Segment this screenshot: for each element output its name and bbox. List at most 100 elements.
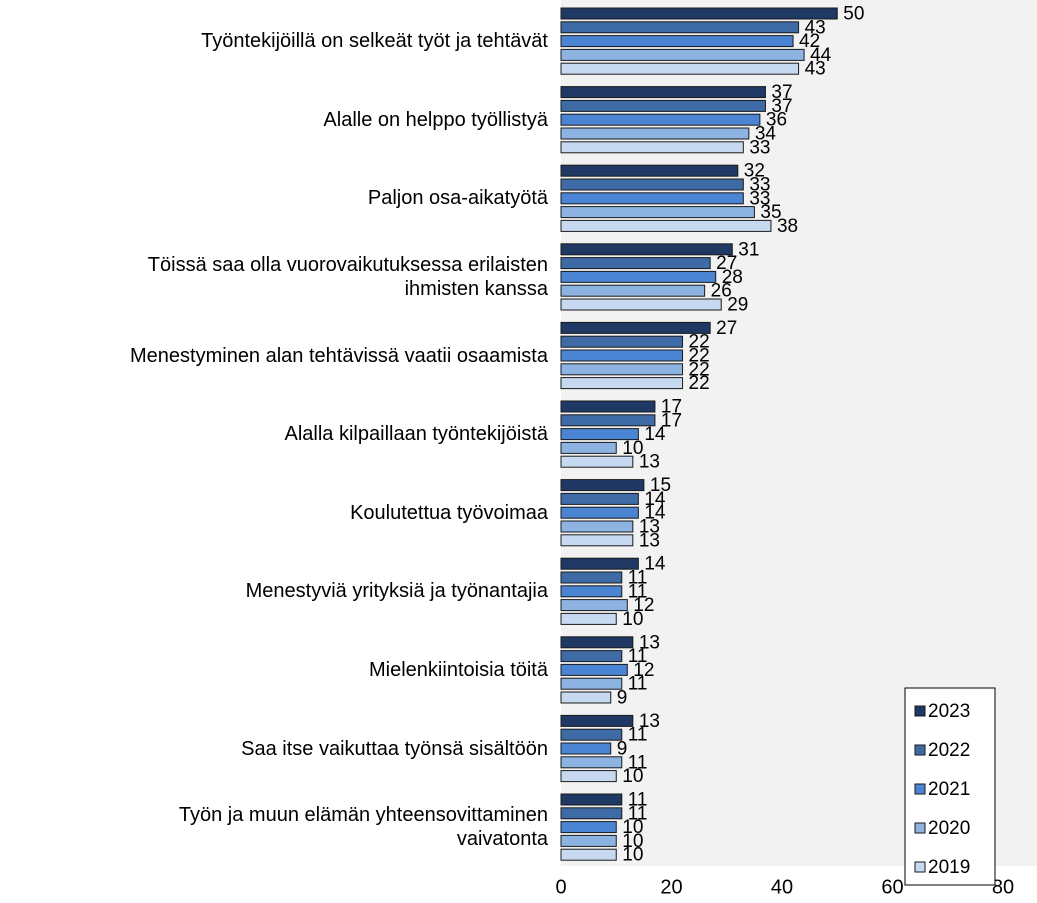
bar bbox=[560, 321, 711, 334]
bar bbox=[560, 534, 634, 547]
value-label: 50 bbox=[843, 4, 864, 25]
bar bbox=[560, 86, 766, 99]
bar bbox=[560, 400, 656, 413]
bar bbox=[560, 243, 733, 256]
value-label: 13 bbox=[639, 517, 660, 538]
legend-swatch bbox=[914, 705, 926, 717]
category-label: Menestyviä yrityksiä ja työnantajia bbox=[245, 580, 548, 603]
value-label: 11 bbox=[628, 803, 648, 824]
bar bbox=[560, 455, 634, 468]
legend-swatch bbox=[914, 861, 926, 873]
value-label: 10 bbox=[622, 609, 643, 630]
value-label: 11 bbox=[628, 674, 648, 695]
bar bbox=[560, 599, 628, 612]
value-label: 10 bbox=[622, 845, 643, 866]
bar bbox=[560, 479, 645, 492]
value-label: 33 bbox=[749, 137, 770, 158]
bar bbox=[560, 650, 623, 663]
value-label: 14 bbox=[644, 424, 666, 445]
value-label: 10 bbox=[622, 766, 643, 787]
value-label: 14 bbox=[644, 503, 666, 524]
bar bbox=[560, 349, 684, 362]
value-label: 33 bbox=[749, 175, 770, 196]
value-label: 38 bbox=[777, 216, 798, 237]
legend-label: 2021 bbox=[928, 779, 970, 800]
bar bbox=[560, 99, 766, 112]
bar bbox=[560, 192, 744, 205]
value-label: 22 bbox=[689, 346, 710, 367]
bar bbox=[560, 363, 684, 376]
bar bbox=[560, 48, 805, 61]
value-label: 14 bbox=[644, 554, 666, 575]
bar bbox=[560, 270, 717, 283]
x-tick-label: 40 bbox=[771, 876, 793, 898]
bar bbox=[560, 557, 639, 570]
bar bbox=[560, 677, 623, 690]
category-label: Saa itse vaikuttaa työnsä sisältöön bbox=[241, 737, 548, 760]
x-tick-label: 60 bbox=[881, 876, 903, 898]
value-label: 13 bbox=[639, 530, 660, 551]
bar bbox=[560, 127, 750, 140]
bar bbox=[560, 7, 838, 20]
value-label: 13 bbox=[639, 632, 660, 653]
value-label: 29 bbox=[727, 295, 748, 316]
bar bbox=[560, 178, 744, 191]
value-label: 27 bbox=[716, 253, 737, 274]
bar bbox=[560, 691, 612, 704]
legend-label: 2019 bbox=[928, 857, 970, 878]
value-label: 34 bbox=[755, 124, 777, 145]
x-tick-label: 80 bbox=[992, 876, 1014, 898]
value-label: 14 bbox=[644, 489, 666, 510]
bar bbox=[560, 714, 634, 727]
bar bbox=[560, 21, 800, 34]
legend-label: 2023 bbox=[928, 701, 970, 722]
value-label: 35 bbox=[760, 202, 781, 223]
value-label: 28 bbox=[722, 267, 743, 288]
bar bbox=[560, 428, 639, 441]
value-label: 11 bbox=[628, 790, 648, 811]
bar bbox=[560, 492, 639, 505]
value-label: 12 bbox=[633, 595, 654, 616]
category-label: Töissä saa olla vuorovaikutuksessa erila… bbox=[147, 253, 548, 300]
value-label: 15 bbox=[650, 475, 671, 496]
value-label: 43 bbox=[805, 17, 826, 38]
bar bbox=[560, 62, 800, 75]
bar bbox=[560, 35, 794, 48]
bar bbox=[560, 636, 634, 649]
legend-swatch bbox=[914, 822, 926, 834]
value-label: 44 bbox=[810, 45, 832, 66]
value-label: 11 bbox=[628, 568, 648, 589]
bar bbox=[560, 335, 684, 348]
bar bbox=[560, 585, 623, 598]
bar bbox=[560, 821, 617, 834]
value-label: 11 bbox=[628, 725, 648, 746]
value-label: 27 bbox=[716, 318, 737, 339]
bar bbox=[560, 612, 617, 625]
value-label: 10 bbox=[622, 817, 643, 838]
value-label: 11 bbox=[628, 581, 648, 602]
bar bbox=[560, 219, 772, 232]
bar bbox=[560, 571, 623, 584]
bar bbox=[560, 728, 623, 741]
value-label: 11 bbox=[628, 646, 648, 667]
value-label: 22 bbox=[689, 332, 710, 353]
value-label: 22 bbox=[689, 373, 710, 394]
value-label: 43 bbox=[805, 59, 826, 80]
value-label: 31 bbox=[738, 239, 759, 260]
value-label: 33 bbox=[749, 188, 770, 209]
bar bbox=[560, 506, 639, 519]
bar bbox=[560, 414, 656, 427]
bar bbox=[560, 793, 623, 806]
category-label: Alalla kilpaillaan työntekijöistä bbox=[284, 423, 548, 446]
bar bbox=[560, 206, 755, 219]
value-label: 42 bbox=[799, 31, 820, 52]
bar bbox=[560, 756, 623, 769]
x-tick-label: 0 bbox=[555, 876, 566, 898]
legend: 2023 2022 2021 2020 2019 bbox=[904, 687, 996, 886]
legend-swatch bbox=[914, 744, 926, 756]
legend-label: 2020 bbox=[928, 818, 970, 839]
value-label: 13 bbox=[639, 452, 660, 473]
bar bbox=[560, 257, 711, 270]
value-label: 37 bbox=[771, 82, 792, 103]
